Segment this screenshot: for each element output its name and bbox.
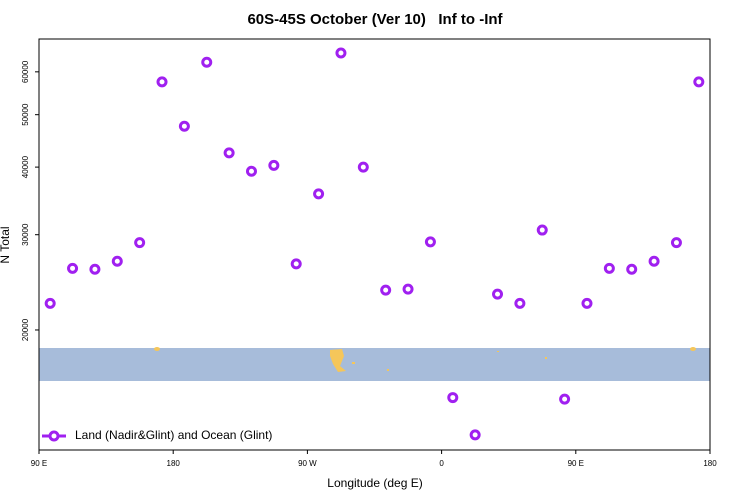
x-tick-label: 90 E (568, 459, 584, 468)
point (111, 255, 123, 267)
point (603, 262, 615, 274)
y-tick-label: 20000 (21, 318, 30, 341)
x-axis-label: Longitude (deg E) (327, 476, 422, 490)
point (156, 76, 168, 88)
legend-label: Land (Nadir&Glint) and Ocean (Glint) (75, 428, 272, 442)
y-tick-label: 40000 (21, 155, 30, 178)
point (290, 258, 302, 270)
y-axis-label: N Total (0, 226, 12, 263)
plot-frame (38, 38, 711, 451)
point (648, 255, 660, 267)
point (469, 429, 481, 441)
y-tick-label: 60000 (21, 60, 30, 83)
map-band (39, 348, 710, 381)
point (581, 297, 593, 309)
point (424, 236, 436, 248)
point (44, 297, 56, 309)
point (245, 165, 257, 177)
x-tick-label: 180 (167, 459, 181, 468)
point (447, 392, 459, 404)
x-tick-label: 180 (703, 459, 717, 468)
point (380, 284, 392, 296)
point (313, 188, 325, 200)
point (626, 263, 638, 275)
point (402, 283, 414, 295)
point (357, 161, 369, 173)
point (536, 224, 548, 236)
point (670, 237, 682, 249)
point (335, 47, 347, 59)
point (67, 262, 79, 274)
legend-marker (48, 430, 60, 442)
land-shapes (154, 347, 696, 372)
chart-title: 60S-45S October (Ver 10) Inf to -Inf (247, 11, 503, 28)
point (223, 147, 235, 159)
point (559, 393, 571, 405)
point (514, 297, 526, 309)
x-tick-label: 90 E (31, 459, 47, 468)
x-tick-label: 90 W (298, 459, 317, 468)
point (492, 288, 504, 300)
y-tick-label: 50000 (21, 103, 30, 126)
point (201, 56, 213, 68)
y-tick-label: 30000 (21, 223, 30, 246)
point (693, 76, 705, 88)
point (134, 237, 146, 249)
point (89, 263, 101, 275)
point (268, 159, 280, 171)
x-tick-label: 0 (439, 459, 444, 468)
point (178, 120, 190, 132)
